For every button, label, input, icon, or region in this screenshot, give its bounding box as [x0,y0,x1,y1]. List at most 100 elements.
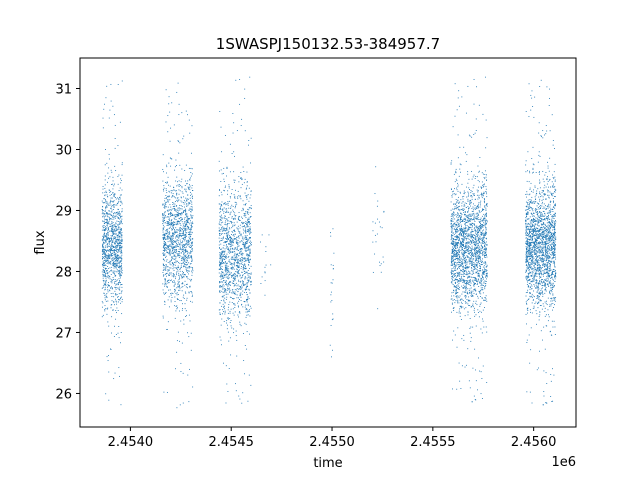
data-point [229,262,231,264]
data-point [235,260,237,261]
data-point [221,344,222,346]
data-point [477,266,478,268]
data-point [114,249,116,251]
data-point [244,267,246,269]
data-point [484,286,486,288]
data-point [106,204,108,206]
data-point [483,285,485,286]
data-point [183,252,185,254]
data-point [181,251,183,252]
observation-cluster [218,76,252,404]
data-point [187,226,189,228]
data-point [235,238,237,240]
data-point [116,235,118,237]
data-point [119,274,121,276]
data-point [105,241,107,243]
data-point [106,243,108,245]
data-point [109,254,111,256]
data-point [233,151,235,153]
data-point [171,213,173,215]
data-point [176,298,178,300]
data-point [115,242,117,244]
data-point [464,265,466,267]
data-point [110,286,112,288]
data-point [250,384,252,386]
data-point [176,235,178,237]
data-point [220,237,222,239]
data-point [179,209,181,211]
data-point [467,266,469,268]
data-point [235,284,237,286]
data-point [102,235,104,237]
data-point [243,222,245,223]
data-point [470,201,472,203]
data-point [456,109,458,111]
data-point [102,246,104,248]
data-point [452,280,454,282]
observation-cluster [372,166,385,310]
data-point [452,226,454,228]
data-point [164,250,165,252]
data-point [230,308,232,310]
data-point [176,267,178,269]
data-point [240,250,242,252]
data-point [221,262,223,264]
data-point [121,234,123,236]
data-point [107,212,108,214]
data-point [105,273,106,275]
data-point [179,142,181,144]
data-point [114,230,116,231]
data-point [175,213,177,215]
data-point [179,251,181,253]
data-point [233,275,235,277]
data-point [481,225,483,227]
data-point [481,245,483,247]
data-point [451,253,453,255]
data-point [167,176,169,178]
data-point [478,272,480,274]
data-point [175,249,177,250]
data-point [121,267,123,269]
data-point [176,224,178,226]
data-point [184,218,185,220]
data-point [226,265,228,267]
data-point [249,273,251,275]
data-point [248,254,250,256]
data-point [229,246,231,248]
data-point [109,261,111,263]
data-point [461,219,463,221]
data-point [472,187,474,189]
data-point [224,252,226,254]
data-point [224,248,226,250]
data-point [468,299,470,301]
data-point [474,279,476,281]
data-point [242,280,244,282]
data-point [179,277,181,279]
data-point [118,209,119,211]
data-point [178,257,180,258]
data-point [452,240,454,242]
data-point [182,233,184,235]
data-point [374,253,376,255]
data-point [457,190,459,192]
data-point [482,224,484,226]
data-point [177,213,179,215]
data-point [110,199,112,201]
data-point [221,173,223,175]
data-point [232,312,234,314]
data-point [107,260,108,262]
data-point [110,214,112,216]
data-point [120,268,122,270]
data-point [116,247,118,249]
data-point [115,267,117,269]
data-point [477,226,479,228]
data-point [117,282,119,284]
data-point [112,176,114,178]
data-point [226,228,228,230]
data-point [118,270,120,272]
data-point [169,248,171,250]
data-point [176,229,178,230]
data-point [166,197,168,198]
data-point [179,284,180,286]
data-point [170,219,172,221]
